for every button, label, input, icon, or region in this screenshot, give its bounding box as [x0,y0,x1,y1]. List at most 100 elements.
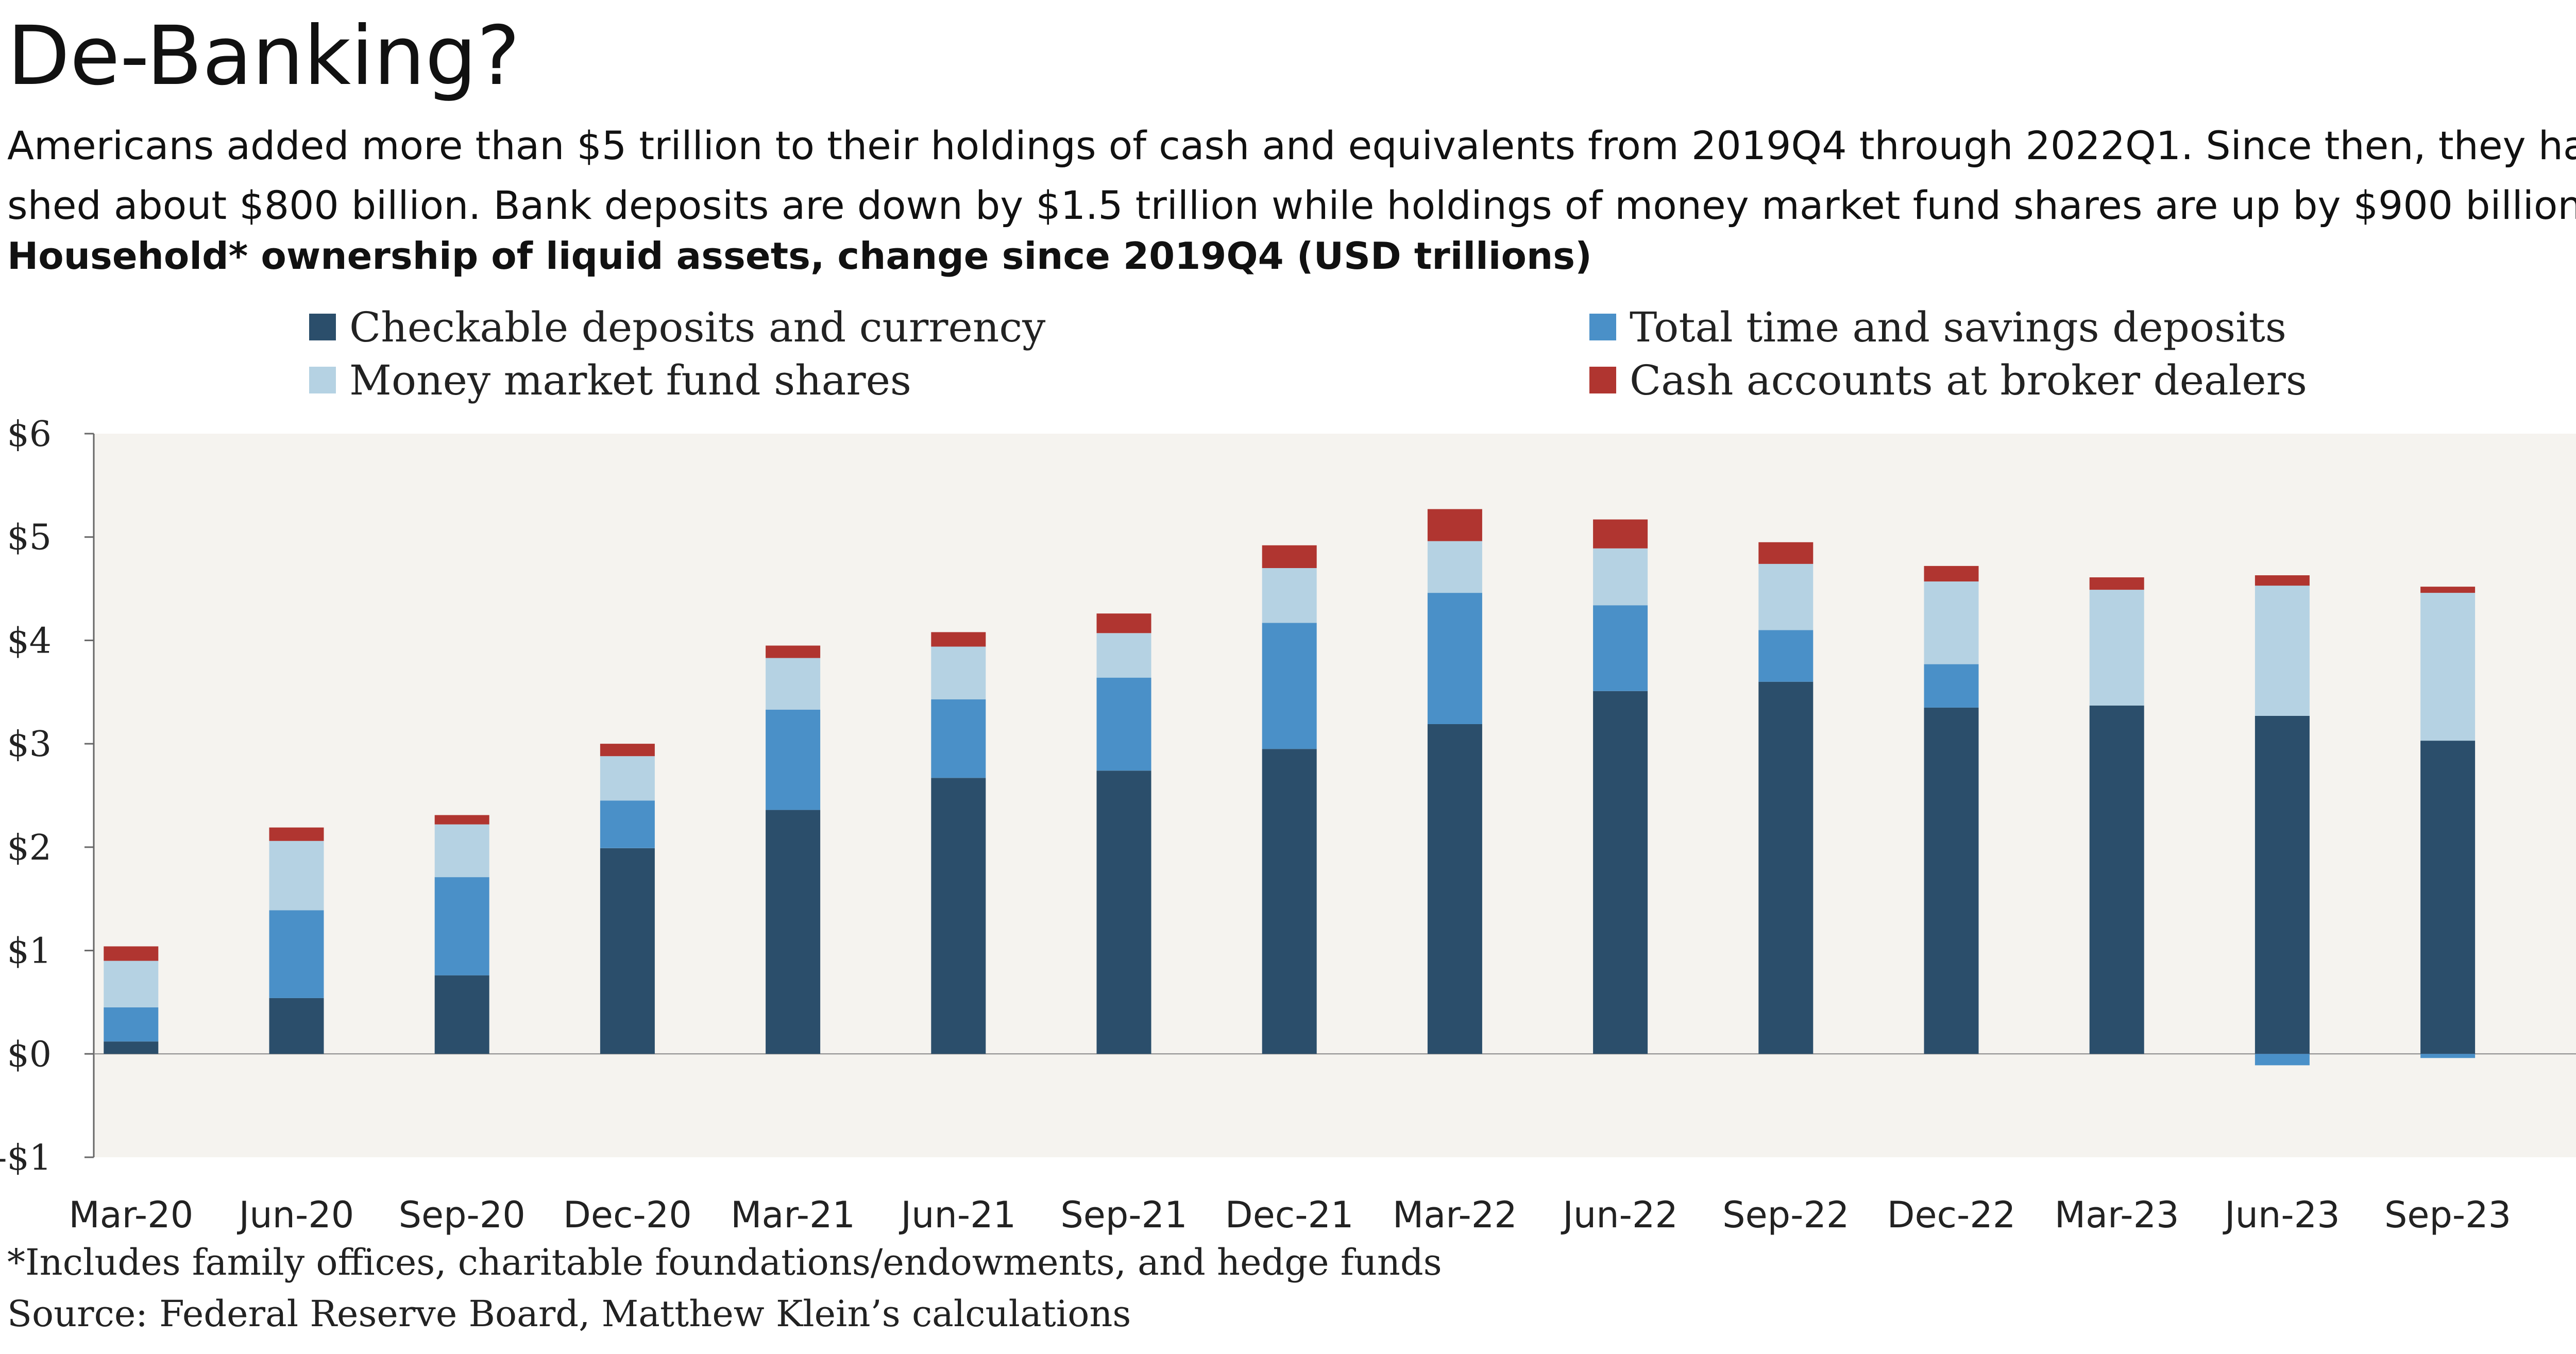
y-tick-label: $4 [7,621,52,661]
y-tick-label: $0 [7,1034,52,1075]
subtitle: Americans added more than $5 trillion to… [7,116,2576,235]
legend-label-time-savings: Total time and savings deposits [1630,303,2286,351]
bar-segment-mmf [1758,563,1814,630]
x-tick-label: Jun-20 [237,1194,354,1236]
bar-segment-mmf [2420,593,2476,741]
x-tick-label: Dec-22 [1887,1194,2016,1236]
bar-segment-checkable [1427,724,1482,1054]
legend-label-checkable: Checkable deposits and currency [349,303,1046,351]
bar-segment-time-savings [434,877,489,975]
bar-segment-broker [1593,519,1648,549]
x-tick-label: Dec-20 [563,1194,692,1236]
legend-swatch-mmf [309,367,336,393]
bar-segment-checkable [2420,741,2476,1054]
bar-segment-mmf [600,756,655,801]
bar-segment-checkable [2255,716,2310,1054]
bar-segment-mmf [766,658,821,710]
x-tick-label: Jun-21 [899,1194,1016,1236]
legend-swatch-time-savings [1589,314,1616,340]
y-tick-label: $1 [7,931,52,972]
bar-segment-checkable [2089,705,2144,1054]
subtitle-line-2: shed about $800 billion. Bank deposits a… [7,182,2576,228]
bar-segment-mmf [931,646,986,699]
bar-segment-mmf [1593,548,1648,606]
x-tick-label: Sep-21 [1060,1194,1187,1236]
x-tick-label: Jun-22 [1561,1194,1678,1236]
bar-segment-broker [2255,575,2310,586]
plot-background [94,434,2576,1157]
bar-segment-time-savings [2255,1054,2310,1066]
axes: $6 $5 $4 $3 $2 $1 $0 -$1 [0,414,2576,1178]
legend-item-broker: Cash accounts at broker dealers [1589,356,2307,404]
bar-segment-mmf [104,961,159,1007]
y-tick-label: $5 [7,518,52,558]
bar-segment-checkable [931,778,986,1054]
source-note: Source: Federal Reserve Board, Matthew K… [7,1293,1131,1335]
bar-segment-checkable [1262,749,1317,1054]
bar-segment-broker [104,946,159,961]
legend-swatch-checkable [309,314,336,340]
bar-segment-broker [766,645,821,658]
bar-segment-time-savings [1262,623,1317,749]
bar-segment-time-savings [1924,664,1979,708]
x-tick-label: Sep-20 [399,1194,526,1236]
x-tick-labels: Mar-20 Jun-20 Sep-20 Dec-20 Mar-21 Jun-21 Sep-… [69,1194,2511,1236]
y-tick-label: -$1 [0,1138,52,1178]
page-title: De-Banking? [7,9,520,104]
bar-segment-mmf [1262,568,1317,623]
bar-segment-broker [1758,542,1814,564]
bar-segment-broker [1924,565,1979,581]
x-tick-label: Mar-20 [69,1194,193,1236]
bar-segment-broker [600,744,655,757]
legend-label-mmf: Money market fund shares [349,356,911,404]
bar-segment-broker [1427,509,1482,541]
bar-segment-checkable [434,975,489,1054]
y-tick-label: $2 [7,828,52,868]
x-tick-label: Mar-22 [1393,1194,1517,1236]
bar-segment-time-savings [104,1007,159,1042]
bar-segment-checkable [766,810,821,1054]
bar-segment-time-savings [766,709,821,810]
bar-segment-time-savings [600,800,655,848]
bar-segment-time-savings [931,699,986,778]
bar-segment-time-savings [1593,605,1648,691]
y-tick-label: $6 [7,414,52,455]
legend-item-time-savings: Total time and savings deposits [1589,303,2286,351]
chart-title: Household* ownership of liquid assets, c… [7,234,1592,278]
legend-item-mmf: Money market fund shares [309,356,911,404]
bar-segment-checkable [104,1041,159,1054]
x-tick-label: Sep-23 [2384,1194,2511,1236]
bar-segment-time-savings [1427,593,1482,724]
bar-segment-checkable [600,848,655,1054]
bar-segment-mmf [434,824,489,878]
legend-item-checkable: Checkable deposits and currency [309,303,1046,351]
x-tick-label: Mar-23 [2055,1194,2179,1236]
subtitle-line-1: Americans added more than $5 trillion to… [7,123,2576,168]
bar-segment-checkable [1593,691,1648,1054]
bar-segment-mmf [2089,590,2144,706]
x-tick-label: Mar-21 [731,1194,855,1236]
bars [104,509,2476,1066]
bar-segment-broker [2089,577,2144,590]
bar-segment-time-savings [1096,677,1151,771]
y-tick-label: $3 [7,724,52,765]
footnote: *Includes family offices, charitable fou… [7,1241,1442,1283]
bar-segment-checkable [1924,707,1979,1054]
bar-segment-broker [1262,545,1317,568]
bar-segment-mmf [1096,633,1151,678]
legend-label-broker: Cash accounts at broker dealers [1630,356,2307,404]
x-tick-label: Dec-21 [1225,1194,1354,1236]
bar-segment-broker [434,815,489,825]
bar-segment-broker [269,827,324,841]
bar-segment-time-savings [269,910,324,998]
bar-segment-mmf [1924,581,1979,664]
bar-segment-broker [931,632,986,647]
bar-segment-checkable [1758,681,1814,1054]
bar-segment-mmf [269,841,324,911]
x-tick-label: Jun-23 [2223,1194,2340,1236]
bar-segment-time-savings [1758,630,1814,682]
bar-segment-broker [1096,613,1151,633]
legend-swatch-broker [1589,367,1616,393]
bar-segment-mmf [1427,541,1482,593]
